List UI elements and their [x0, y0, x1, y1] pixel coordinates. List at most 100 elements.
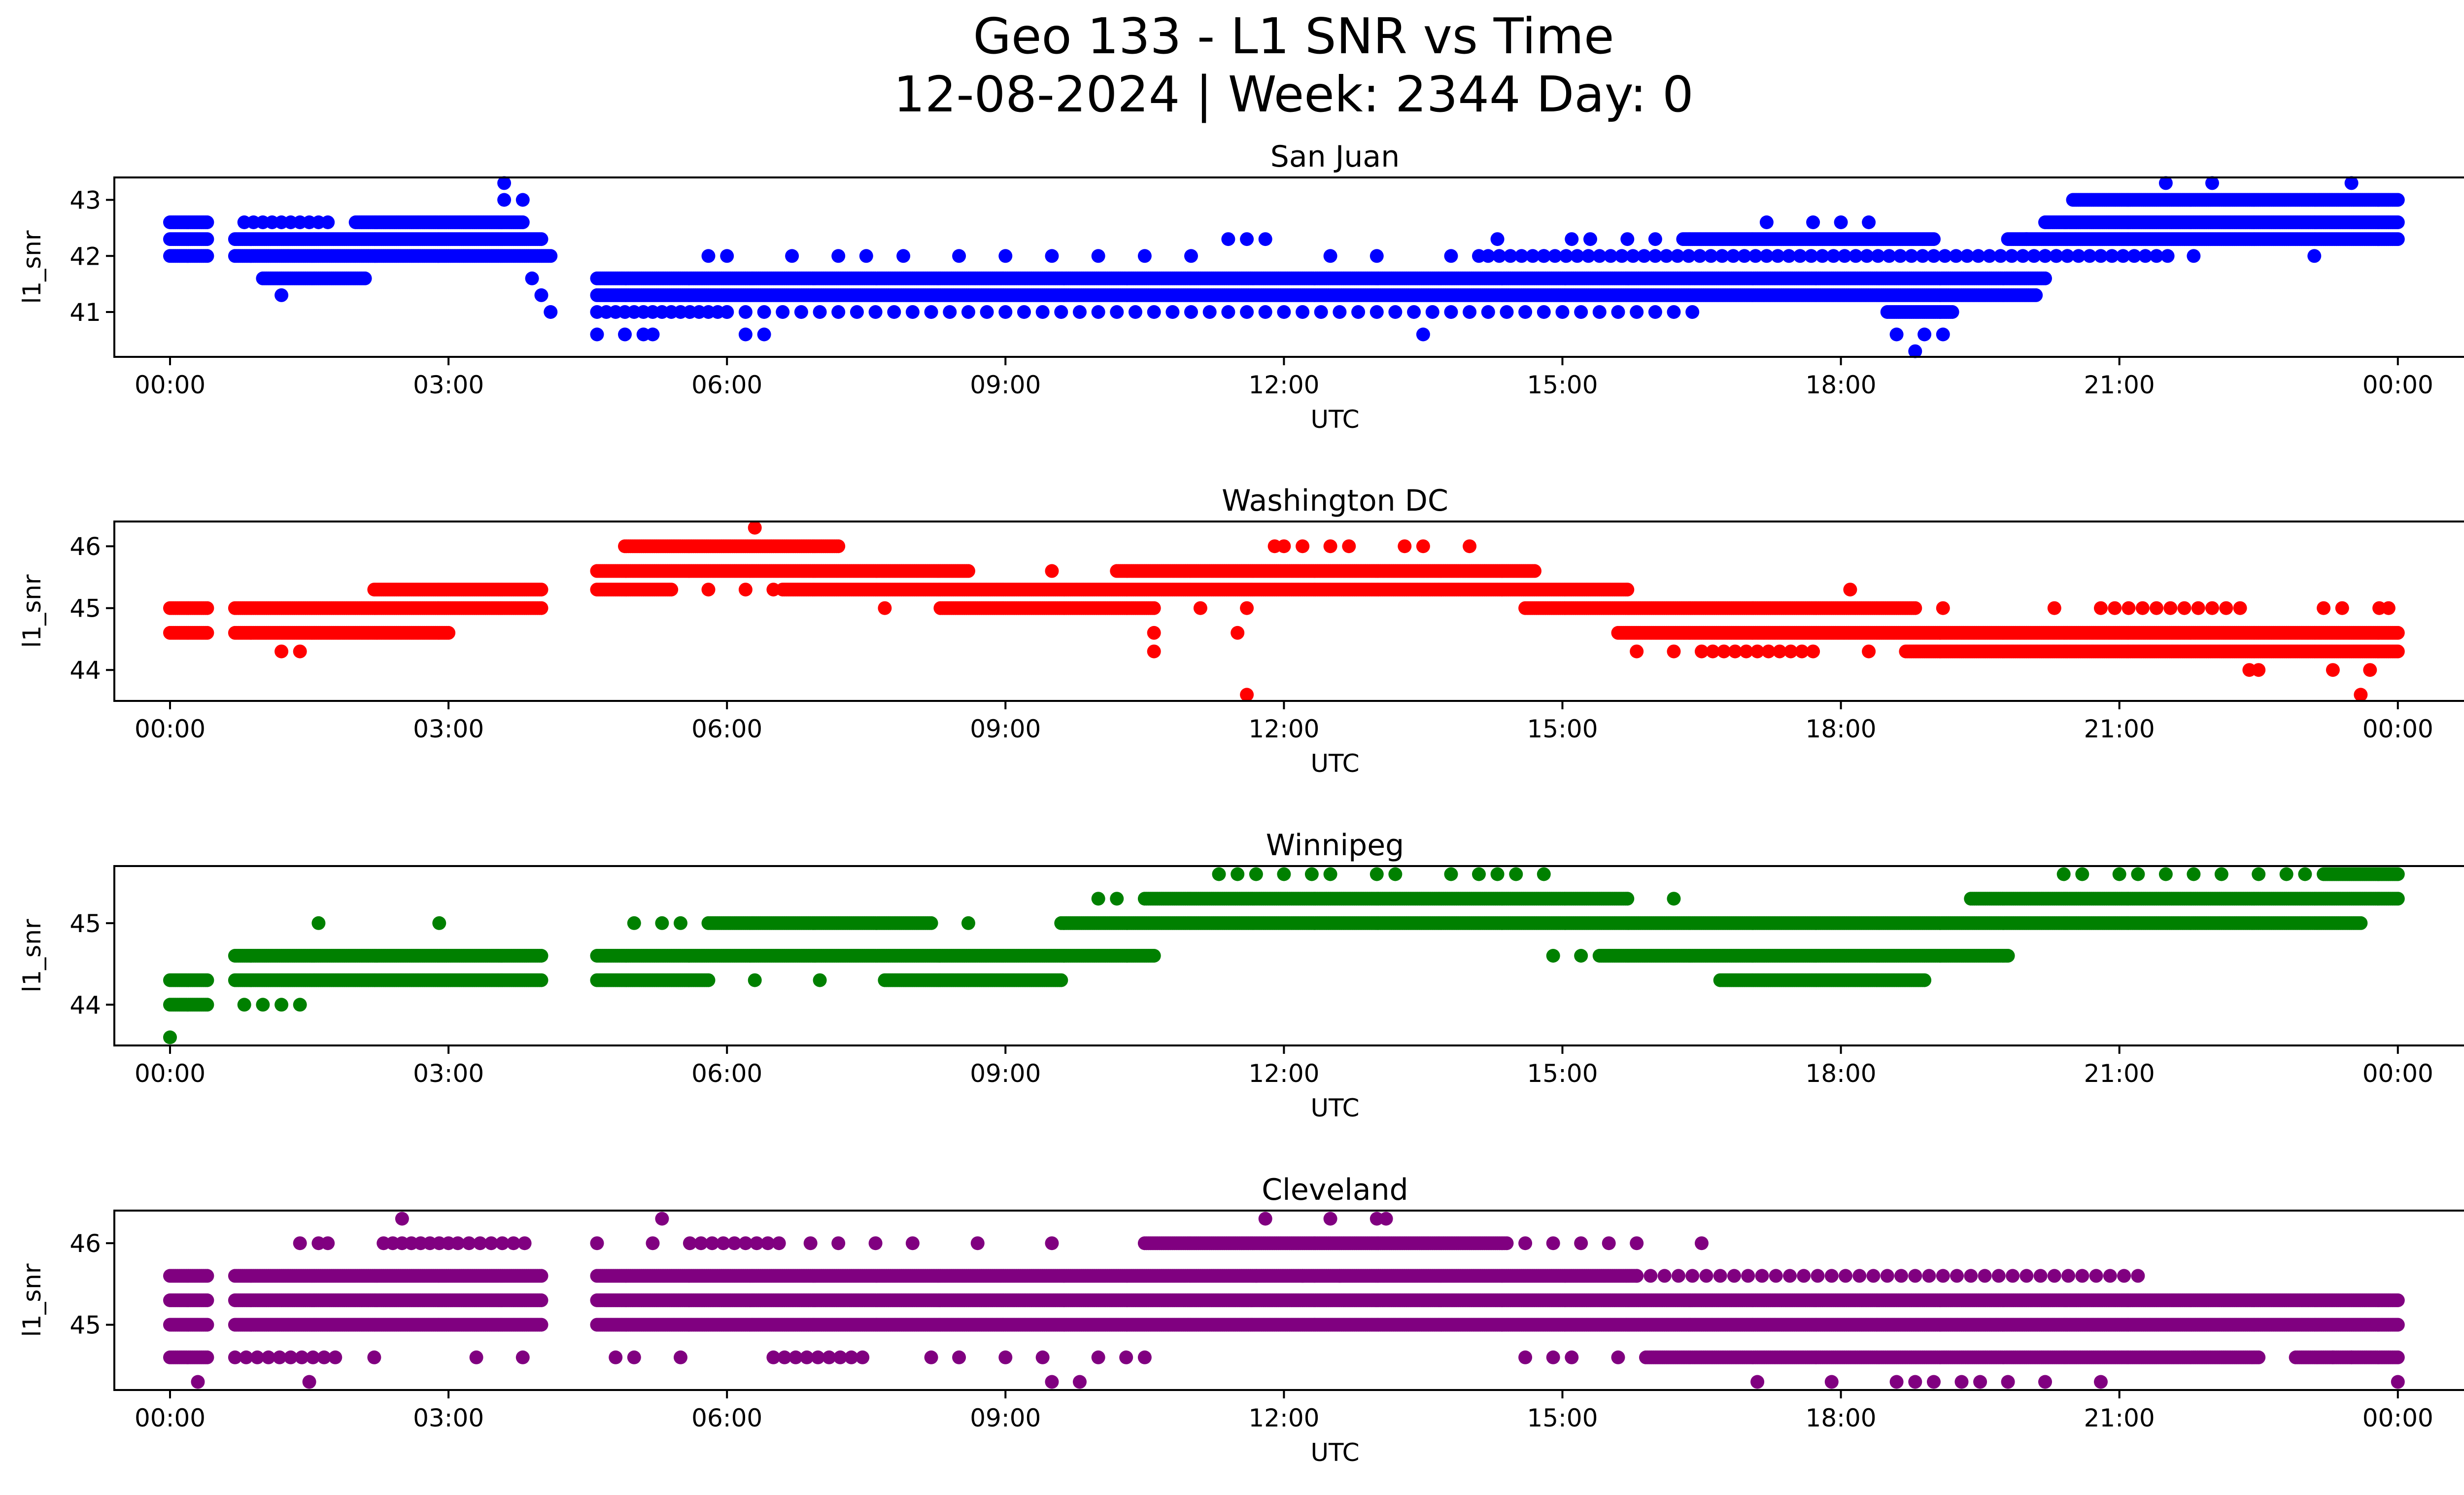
panel-san-juan-point	[1258, 232, 1272, 246]
panel-san-juan-point	[544, 305, 558, 319]
panel-san-juan-point	[1518, 305, 1533, 319]
panel-san-juan-point	[1444, 249, 1458, 263]
panel-san-juan-point	[1889, 327, 1904, 342]
panel-san-juan-point	[1277, 305, 1291, 319]
panel-san-juan-point	[534, 232, 548, 246]
panel-san-juan-y-tick-label: 41	[69, 298, 101, 327]
panel-san-juan-point	[924, 305, 938, 319]
panel-san-juan-point	[1091, 305, 1105, 319]
panel-san-juan-title: San Juan	[1270, 139, 1400, 174]
figure-title-line1: Geo 133 - L1 SNR vs Time	[973, 7, 1614, 65]
panel-san-juan-point	[2391, 193, 2405, 207]
panel-san-juan-point	[776, 305, 790, 319]
panel-san-juan-x-tick-label: 00:00	[135, 371, 205, 399]
panel-san-juan-point	[2391, 215, 2405, 229]
panel-san-juan-point	[1472, 249, 1486, 263]
panel-san-juan-point	[1129, 305, 1142, 319]
panel-san-juan-point	[757, 327, 771, 342]
panel-san-juan-x-tick-label: 06:00	[691, 371, 762, 399]
panel-washington-dc-point	[200, 626, 214, 640]
panel-san-juan-point	[1537, 305, 1551, 319]
panel-san-juan-point	[887, 305, 901, 319]
panel-san-juan-point	[952, 249, 966, 263]
panel-san-juan-point	[646, 327, 660, 342]
panel-san-juan-point	[1351, 305, 1366, 319]
panel-san-juan-x-tick-label: 12:00	[1248, 371, 1319, 399]
panel-san-juan-point	[544, 249, 558, 263]
panel-san-juan-point	[515, 193, 530, 207]
panel-washington-dc-point	[1528, 564, 1541, 578]
panel-san-juan-point	[1369, 249, 1384, 263]
panel-san-juan-point	[859, 249, 873, 263]
panel-san-juan-point	[1323, 249, 1337, 263]
panel-san-juan-point	[274, 288, 289, 302]
panel-san-juan-point	[1165, 305, 1180, 319]
panel-san-juan-point	[868, 305, 883, 319]
panel-san-juan-point	[1592, 305, 1607, 319]
panel-washington-dc-point	[664, 583, 679, 597]
panel-san-juan-point	[998, 305, 1013, 319]
panel-san-juan-y-axis-label: l1_snr	[18, 230, 46, 304]
panel-san-juan-point	[2029, 288, 2043, 302]
panel-san-juan-point	[1221, 232, 1235, 246]
panel-san-juan-point	[1463, 305, 1477, 319]
panel-san-juan-point	[1073, 305, 1087, 319]
panel-san-juan-point	[321, 215, 335, 229]
panel-san-juan-point	[980, 305, 994, 319]
panel-san-juan-point	[1054, 305, 1068, 319]
panel-san-juan-point	[1091, 249, 1105, 263]
panel-san-juan-point	[738, 327, 753, 342]
panel-washington-dc-point	[1147, 601, 1161, 615]
panel-san-juan-point	[1416, 327, 1430, 342]
panel-san-juan-point	[1240, 232, 1254, 246]
panel-san-juan-point	[1917, 327, 1932, 342]
panel-san-juan-point	[1035, 305, 1050, 319]
panel-san-juan-point	[1045, 249, 1059, 263]
panel-san-juan-point	[1834, 215, 1848, 229]
figure-title-line2: 12-08-2024 | Week: 2344 Day: 0	[893, 66, 1693, 123]
panel-san-juan-point	[1685, 305, 1700, 319]
panel-san-juan-point	[1017, 305, 1031, 319]
panel-san-juan-y-tick-label: 43	[69, 186, 101, 215]
panel-san-juan-point	[2038, 271, 2052, 285]
panel-san-juan-x-tick-label: 09:00	[970, 371, 1041, 399]
panel-san-juan-point	[1490, 232, 1505, 246]
panel-san-juan-point	[1945, 305, 1959, 319]
panel-san-juan-y-tick-label: 42	[69, 242, 101, 271]
panel-san-juan-point	[1425, 305, 1439, 319]
panel-san-juan-point	[2391, 232, 2405, 246]
panel-washington-dc-point	[442, 626, 456, 640]
panel-san-juan-point	[1565, 232, 1579, 246]
panel-san-juan-point	[1240, 305, 1254, 319]
panel-san-juan-point	[497, 193, 512, 207]
panel-san-juan-x-tick-label: 21:00	[2084, 371, 2155, 399]
panel-san-juan-point	[2187, 249, 2201, 263]
panel-san-juan-point	[1806, 215, 1820, 229]
panel-san-juan-point	[358, 271, 372, 285]
panel-washington-dc-point	[534, 583, 548, 597]
panel-san-juan-point	[757, 305, 771, 319]
panel-san-juan-plot-area	[114, 177, 2464, 357]
panel-san-juan-point	[813, 305, 827, 319]
panel-san-juan-point	[1388, 305, 1403, 319]
panel-san-juan-point	[785, 249, 799, 263]
panel-san-juan-point	[1611, 305, 1625, 319]
panel-san-juan-x-tick-label: 18:00	[1806, 371, 1877, 399]
panel-san-juan-point	[943, 305, 957, 319]
panel-san-juan-point	[2019, 232, 2034, 246]
panel-san-juan-point	[1862, 215, 1876, 229]
panel-san-juan-point	[1574, 305, 1588, 319]
panel-san-juan-point	[200, 215, 214, 229]
panel-san-juan-point	[1537, 249, 1551, 263]
panel-san-juan-point	[1648, 305, 1662, 319]
panel-san-juan-point	[738, 305, 753, 319]
panel-washington-dc-point	[831, 539, 846, 554]
panel-washington-dc-point	[1620, 583, 1635, 597]
panel-washington-dc-point	[534, 601, 548, 615]
panel-san-juan-point	[1667, 305, 1681, 319]
panel-san-juan-point	[534, 288, 548, 302]
panel-san-juan-point	[1500, 305, 1514, 319]
panel-san-juan-point	[515, 215, 530, 229]
panel-san-juan-point	[905, 305, 920, 319]
